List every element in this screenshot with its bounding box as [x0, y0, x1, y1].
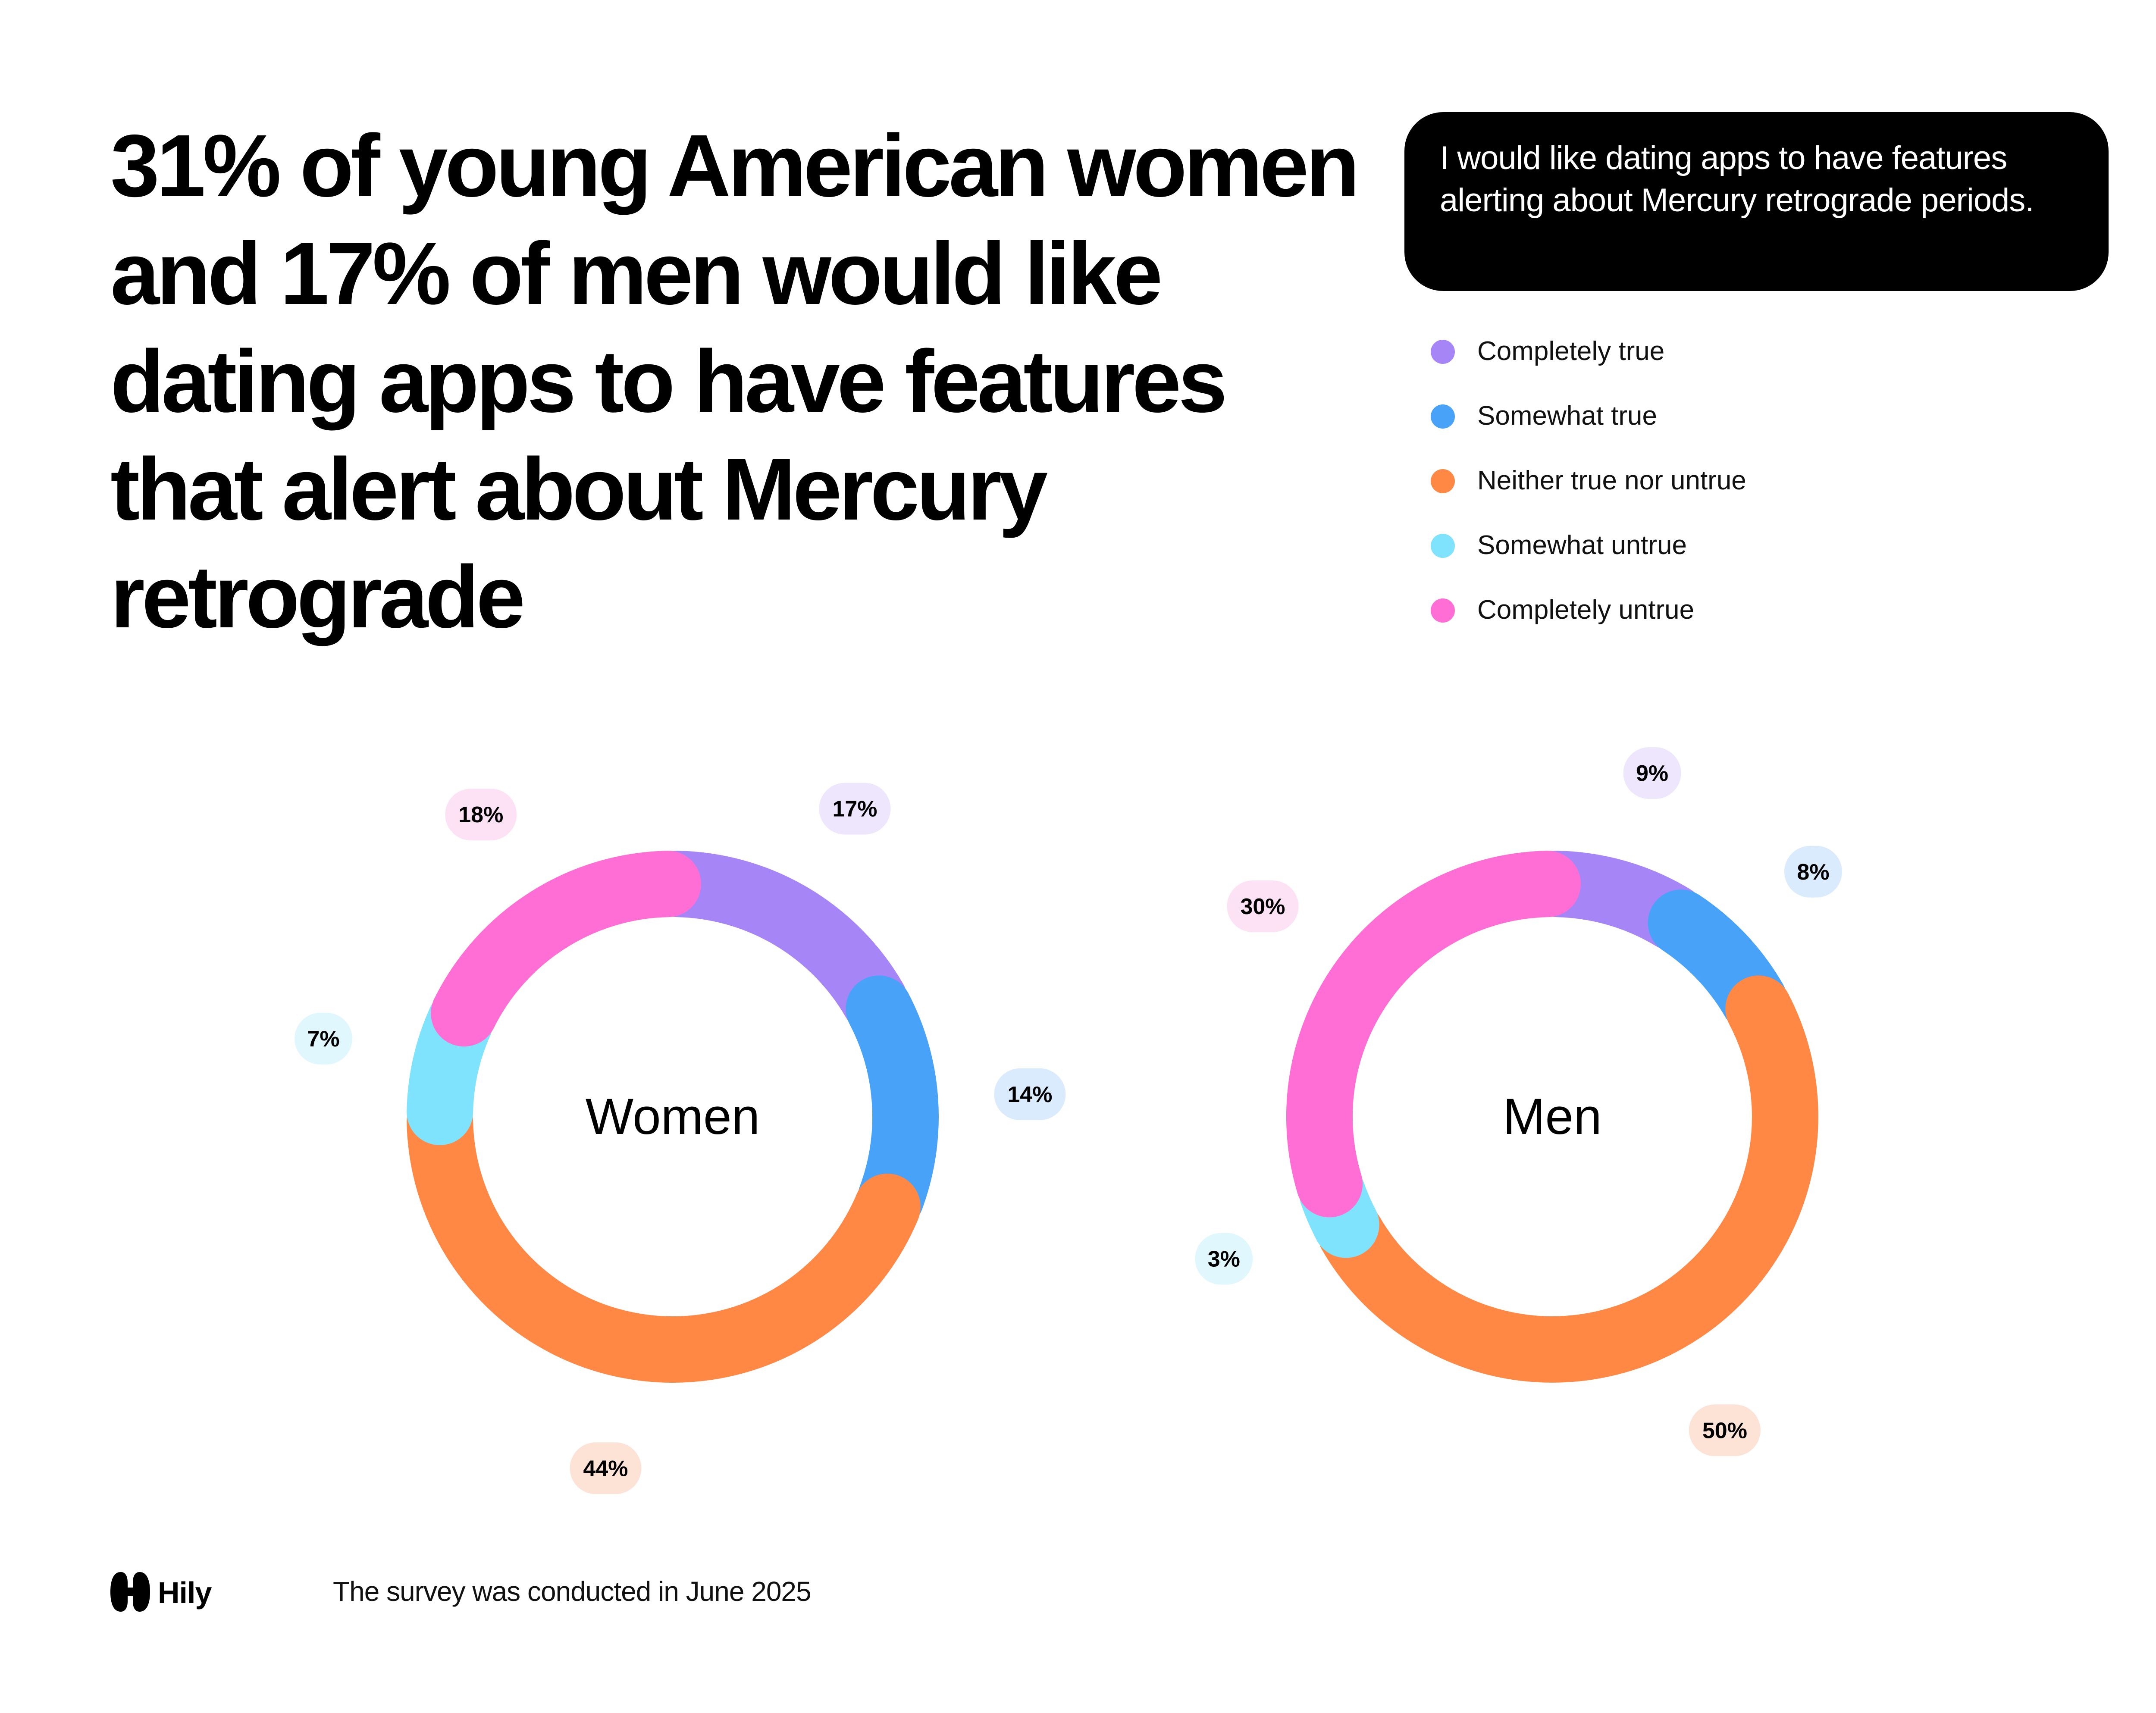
value-text: 14% [1007, 1082, 1052, 1107]
slice-women-completely-true [644, 851, 908, 1034]
value-label-women-somewhat-true: 14% [994, 1068, 1066, 1120]
legend-label-somewhat-true: Somewhat true [1477, 401, 1657, 431]
value-text: 50% [1702, 1418, 1747, 1443]
value-pill-bg [1195, 1233, 1253, 1285]
legend-item-somewhat-true: Somewhat true [1431, 397, 2034, 435]
legend-label-neither: Neither true nor untrue [1477, 466, 1746, 495]
value-label-women-neither-true-nor-untrue: 44% [570, 1442, 642, 1494]
value-label-men-somewhat-true: 8% [1784, 846, 1842, 898]
slice-women-somewhat-true [846, 975, 939, 1231]
legend-swatch-completely-true [1431, 340, 1455, 364]
value-pill-bg [819, 783, 891, 835]
slice-women-neither-true-nor-untrue [407, 1088, 921, 1383]
question-text: I would like dating apps to have feature… [1440, 140, 2034, 219]
donut-women: 17% 14% 44% 7% 18% Women [295, 783, 1066, 1494]
value-label-women-completely-untrue: 18% [445, 789, 517, 841]
slice-men-completely-untrue [1286, 851, 1581, 1218]
value-pill-bg [994, 1068, 1066, 1120]
value-text: 8% [1797, 860, 1829, 885]
value-pill-bg [295, 1012, 352, 1065]
value-text: 3% [1208, 1247, 1240, 1272]
value-pill-bg [445, 789, 517, 841]
footnote: The survey was conducted in June 2025 [333, 1576, 812, 1607]
legend-label-completely-untrue: Completely untrue [1477, 595, 1695, 625]
donut-men: 9% 8% 50% 3% 30% Men [1195, 747, 1842, 1456]
slice-women-completely-untrue [431, 851, 701, 1047]
legend-swatch-completely-untrue [1431, 598, 1455, 623]
legend-swatch-neither [1431, 469, 1455, 493]
value-label-men-completely-untrue: 30% [1227, 880, 1299, 933]
value-pill-bg [1689, 1404, 1761, 1456]
brand-name: Hily [158, 1576, 212, 1610]
value-label-men-completely-true: 9% [1623, 747, 1681, 799]
legend-label-somewhat-untrue: Somewhat untrue [1477, 530, 1687, 560]
value-label-men-somewhat-untrue: 3% [1195, 1233, 1253, 1285]
donut-center-label-women: Women [586, 1088, 760, 1145]
legend-item-completely-untrue: Completely untrue [1431, 591, 2034, 629]
legend-item-neither: Neither true nor untrue [1431, 461, 2034, 500]
legend-swatch-somewhat-true [1431, 404, 1455, 429]
value-pill-bg [1784, 846, 1842, 898]
value-text: 18% [458, 802, 503, 827]
value-text: 44% [583, 1456, 628, 1481]
value-pill-bg [570, 1442, 642, 1494]
value-text: 9% [1636, 761, 1668, 786]
value-label-men-neither-true-nor-untrue: 50% [1689, 1404, 1761, 1456]
value-pill-bg [1227, 880, 1299, 933]
value-label-women-somewhat-untrue: 7% [295, 1012, 352, 1065]
headline: 31% of young American women and 17% of m… [110, 116, 1360, 646]
legend-item-somewhat-untrue: Somewhat untrue [1431, 526, 2034, 565]
value-label-women-completely-true: 17% [819, 783, 891, 835]
legend-swatch-somewhat-untrue [1431, 534, 1455, 558]
hily-logo-icon [110, 1572, 150, 1612]
legend-label-completely-true: Completely true [1477, 336, 1665, 366]
slice-men-neither-true-nor-untrue [1317, 975, 1818, 1383]
legend-item-completely-true: Completely true [1431, 332, 2034, 371]
value-text: 17% [832, 797, 877, 822]
brand-logo: Hily [110, 1569, 239, 1617]
value-pill-bg [1623, 747, 1681, 799]
question-box: I would like dating apps to have feature… [1404, 112, 2109, 291]
value-text: 7% [307, 1027, 339, 1052]
donut-center-label-men: Men [1503, 1088, 1602, 1145]
value-text: 30% [1240, 894, 1285, 919]
